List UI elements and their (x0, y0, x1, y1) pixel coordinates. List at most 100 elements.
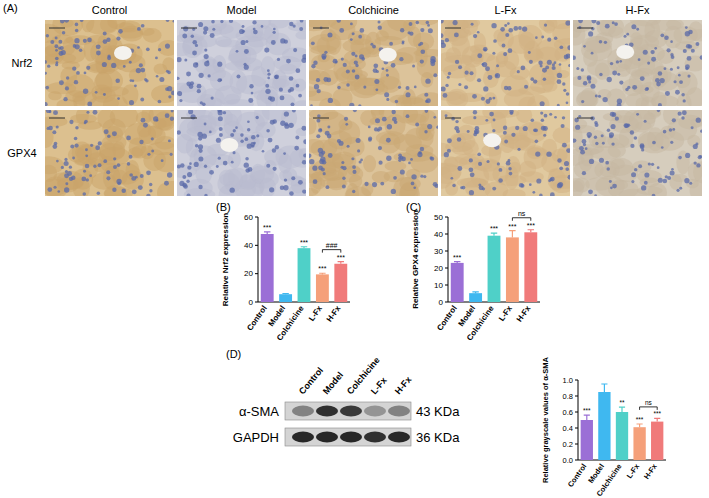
nucleus (509, 172, 513, 176)
nucleus (458, 83, 461, 86)
x-tick-label: L-Fx (497, 304, 514, 323)
tissue-texture (375, 36, 403, 46)
bar (598, 392, 610, 460)
nucleus (458, 65, 462, 69)
nucleus (465, 71, 469, 75)
nucleus (454, 126, 459, 131)
nucleus (535, 140, 539, 144)
nucleus (252, 20, 256, 24)
bar (261, 234, 274, 302)
nucleus (326, 185, 330, 189)
nucleus (566, 148, 570, 153)
tissue-texture (260, 178, 276, 196)
nucleus (242, 25, 245, 28)
tissue-texture (557, 144, 570, 167)
tissue-texture (525, 48, 542, 60)
nucleus (414, 86, 417, 89)
nucleus (243, 63, 246, 66)
nucleus (158, 48, 161, 51)
nucleus (604, 41, 607, 44)
nucleus (656, 82, 661, 87)
nucleus (577, 76, 581, 80)
nucleus (678, 156, 682, 160)
nucleus (658, 71, 663, 76)
nucleus (503, 131, 507, 135)
nucleus (411, 174, 416, 179)
y-axis (448, 217, 449, 302)
nucleus (86, 66, 90, 70)
nucleus (295, 136, 299, 140)
nucleus (682, 110, 687, 115)
nucleus (531, 119, 535, 123)
nucleus (87, 102, 92, 106)
marks (261, 232, 347, 302)
nucleus (481, 97, 485, 101)
nucleus (599, 158, 604, 163)
nucleus (583, 45, 586, 48)
tissue-texture (309, 118, 317, 135)
nucleus (670, 68, 673, 71)
scale-bar (445, 118, 461, 119)
nucleus (595, 95, 598, 98)
tissue-texture (577, 90, 597, 106)
lane-label: Control (297, 365, 325, 396)
nucleus (302, 126, 306, 131)
nucleus (261, 25, 264, 28)
nucleus (549, 178, 552, 181)
error-bar (637, 424, 643, 427)
ihc-image (177, 20, 306, 106)
nucleus (273, 28, 276, 31)
nucleus (289, 191, 294, 196)
nucleus (400, 169, 405, 174)
nucleus (106, 176, 110, 180)
nucleus (83, 170, 86, 173)
nucleus (640, 76, 645, 81)
nucleus (112, 188, 116, 192)
nucleus (184, 59, 187, 62)
nucleus (433, 182, 438, 187)
nucleus (557, 183, 562, 188)
nucleus (392, 117, 397, 122)
nucleus (66, 76, 69, 79)
nucleus (316, 134, 320, 138)
nucleus (182, 175, 186, 179)
nucleus (107, 135, 110, 138)
scale-bar (49, 118, 65, 119)
tissue-texture (309, 139, 324, 153)
x-tick-label: Colchicine (465, 304, 496, 343)
nucleus (134, 84, 137, 87)
nucleus (251, 145, 254, 148)
nucleus (368, 138, 372, 142)
nucleus (203, 26, 208, 31)
band-size: 43 KDa (416, 404, 460, 419)
tissue-texture (582, 36, 612, 53)
scale-bar (49, 28, 65, 29)
tissue-texture (99, 143, 125, 161)
nucleus (76, 71, 80, 75)
nucleus (393, 176, 397, 180)
nucleus (75, 44, 80, 49)
nucleus (672, 128, 675, 131)
tissue-texture (177, 164, 197, 177)
nucleus (510, 112, 513, 115)
nucleus (216, 165, 219, 168)
nucleus (568, 175, 570, 180)
nucleus (687, 56, 692, 61)
nucleus (325, 131, 330, 136)
column-header: H-Fx (626, 4, 650, 16)
nucleus (241, 40, 246, 45)
nucleus (671, 55, 675, 59)
error-bar (619, 407, 625, 412)
nucleus (189, 162, 192, 165)
nucleus (354, 60, 358, 64)
nucleus (659, 78, 664, 83)
y-tick-label: 40 (244, 241, 253, 250)
comparison-label: ### (326, 242, 338, 249)
nucleus (605, 24, 610, 29)
tissue-texture (519, 97, 537, 106)
nucleus (45, 72, 47, 75)
nucleus (86, 111, 89, 114)
tissue-texture (483, 92, 497, 106)
tissue-texture (441, 111, 452, 120)
nucleus (492, 97, 495, 100)
